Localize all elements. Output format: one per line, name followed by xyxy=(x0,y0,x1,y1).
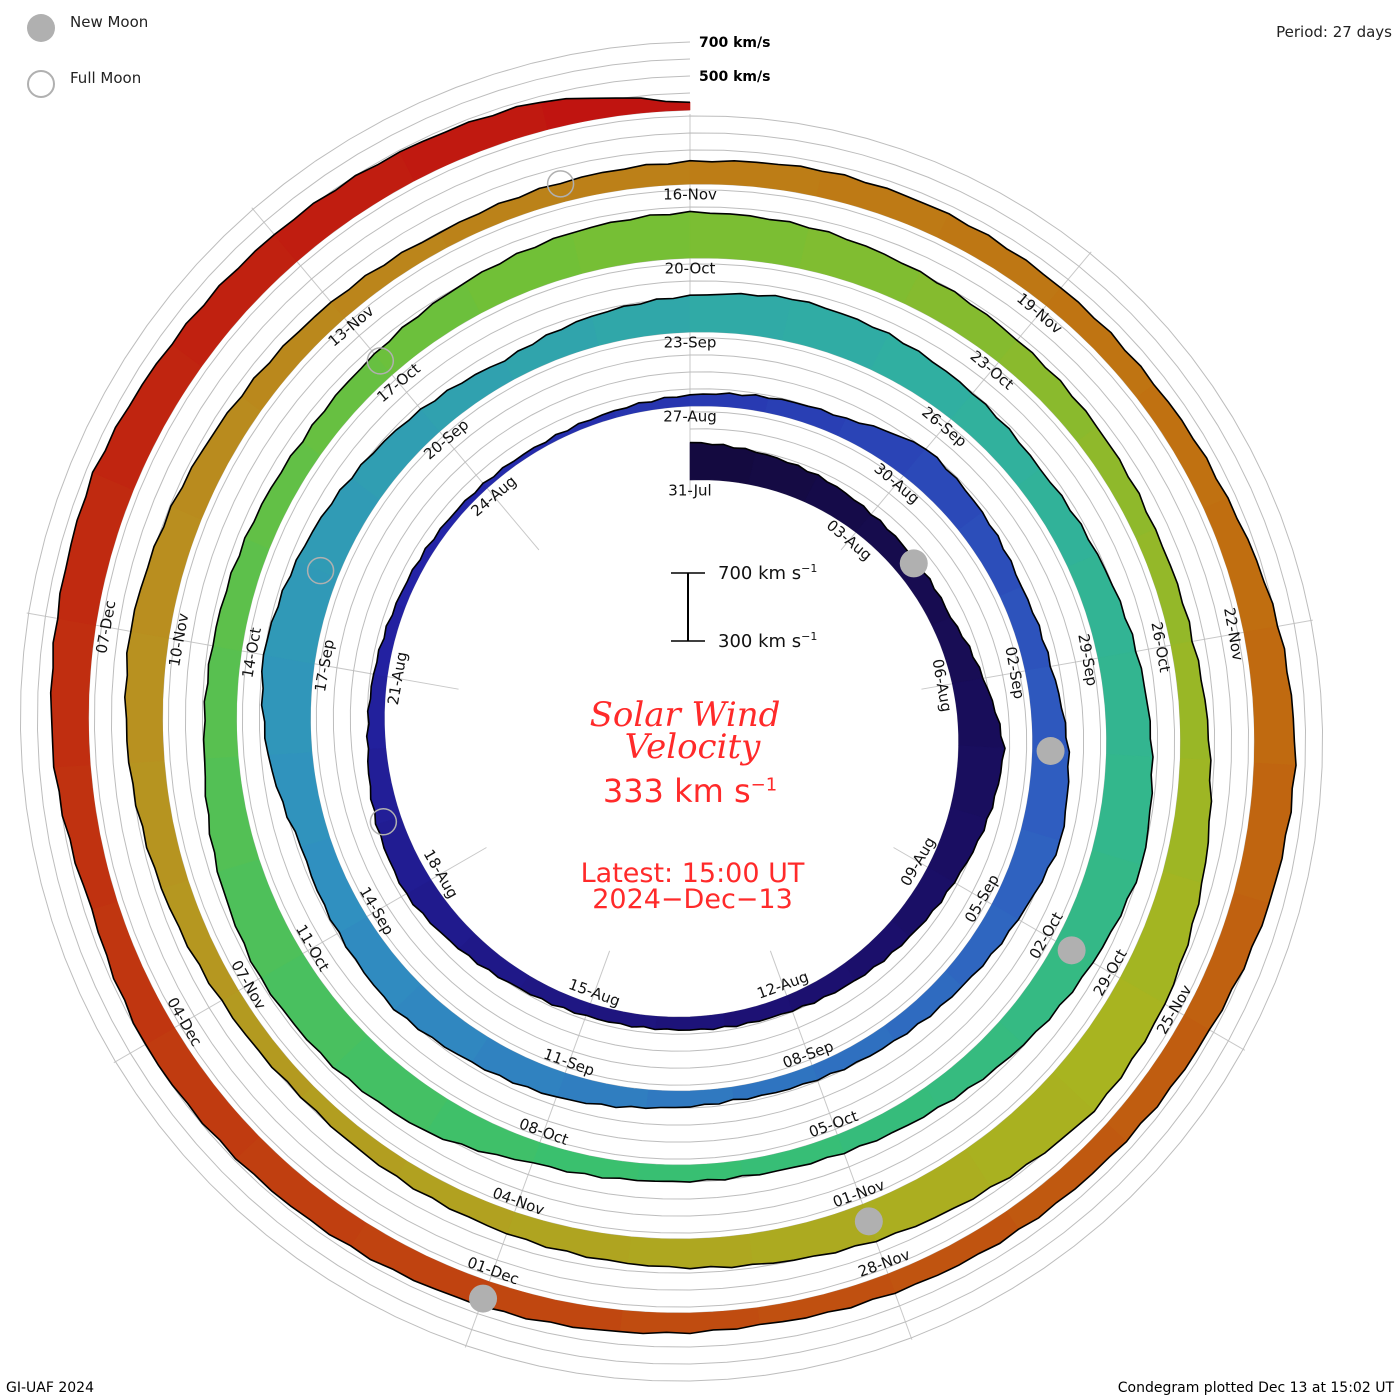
speed-band-day-129 xyxy=(57,471,134,626)
footer-credit: GI-UAF 2024 xyxy=(6,1380,94,1396)
speed-band-day-39 xyxy=(731,1065,818,1100)
new-moon-icon xyxy=(27,14,55,42)
new-moon-marker xyxy=(1057,936,1086,965)
speed-band-day-94 xyxy=(627,1233,753,1270)
speed-band-day-106 xyxy=(439,183,566,248)
speed-band-day-40 xyxy=(645,1086,734,1109)
new-moon-marker xyxy=(899,549,928,578)
grid-spiral-700 xyxy=(19,41,1324,1382)
speed-band-day-92 xyxy=(862,1149,991,1243)
legend-new-moon-label: New Moon xyxy=(70,13,149,31)
speed-band-day-13 xyxy=(654,1013,725,1031)
new-moon-marker xyxy=(1036,737,1065,766)
speed-band-day-58 xyxy=(1017,468,1099,568)
speed-band-day-125 xyxy=(145,1027,260,1160)
speed-outline xyxy=(49,97,1297,1335)
speed-band-day-68 xyxy=(532,1142,640,1181)
latest-date: 2024−Dec−13 xyxy=(592,884,793,915)
speed-band-day-132 xyxy=(273,151,415,262)
speed-band-day-83 xyxy=(903,271,1018,363)
speed-band-day-95 xyxy=(506,1211,632,1264)
speed-band-day-51 xyxy=(420,360,515,432)
full-moon-marker xyxy=(366,347,395,375)
full-moon-marker xyxy=(546,170,575,198)
speed-band-day-10 xyxy=(843,919,910,981)
current-speed-value: 333 km s−1 xyxy=(602,772,778,810)
legend-full-moon-label: Full Moon xyxy=(70,69,142,87)
speed-band-day-134 xyxy=(540,97,691,130)
speed-band-day-79 xyxy=(464,232,583,314)
grid-spiral-500 xyxy=(53,75,1290,1348)
date-label: 31-Jul xyxy=(668,482,711,500)
new-moon-marker xyxy=(469,1284,498,1313)
speed-band-day-122 xyxy=(479,1281,623,1332)
speed-band-day-1 xyxy=(747,452,819,503)
grid-label-500: 500 km/s xyxy=(699,69,771,85)
full-moon-icon xyxy=(27,70,55,98)
speed-band-day-16 xyxy=(457,933,529,989)
speed-band-day-28 xyxy=(765,397,848,436)
speed-band-day-52 xyxy=(504,315,600,380)
speed-band-day-66 xyxy=(739,1134,845,1177)
speed-band-day-131 xyxy=(171,234,298,367)
scale-top-label: 700 km s−1 xyxy=(718,562,818,584)
speed-band-day-56 xyxy=(870,332,973,420)
speed-band-day-112 xyxy=(1136,384,1229,509)
speed-band-day-130 xyxy=(92,343,202,491)
speed-band-day-84 xyxy=(998,339,1098,443)
date-label: 20-Oct xyxy=(665,260,716,278)
latest-time: Latest: 15:00 UT xyxy=(580,858,805,889)
grid-label-700: 700 km/s xyxy=(699,35,771,51)
chart-title-line2: Velocity xyxy=(624,727,761,767)
speed-band-day-85 xyxy=(1076,426,1157,538)
speed-band-day-22 xyxy=(395,539,440,608)
radial-grid-line xyxy=(251,207,540,551)
speed-band-day-41 xyxy=(556,1072,649,1109)
speed-band-day-14 xyxy=(585,1003,657,1030)
date-label: 16-Nov xyxy=(663,186,717,204)
speed-band-day-64 xyxy=(924,1021,1025,1108)
period-label: Period: 27 days xyxy=(1276,23,1392,41)
speed-band-day-113 xyxy=(1203,497,1278,633)
new-moon-marker xyxy=(854,1207,883,1236)
speed-band-day-124 xyxy=(235,1136,367,1247)
speed-band-day-104 xyxy=(241,301,345,411)
speed-band-day-93 xyxy=(748,1204,877,1265)
grid-spiral-600 xyxy=(36,58,1307,1365)
speed-band-day-109 xyxy=(816,171,950,238)
footer-plotted-time: Condegram plotted Dec 13 at 15:02 UT xyxy=(1117,1380,1394,1396)
full-moon-marker xyxy=(306,556,335,585)
chart-title-line1: Solar Wind xyxy=(589,695,781,735)
date-label: 27-Aug xyxy=(663,408,716,426)
speed-band-day-55 xyxy=(782,299,890,370)
speed-band-day-25 xyxy=(545,410,617,446)
full-moon-marker xyxy=(369,808,398,836)
speed-band-day-111 xyxy=(1045,287,1155,398)
scale-bottom-label: 300 km s−1 xyxy=(718,630,818,652)
date-label: 23-Sep xyxy=(664,334,717,352)
speed-band-day-37 xyxy=(884,970,963,1041)
